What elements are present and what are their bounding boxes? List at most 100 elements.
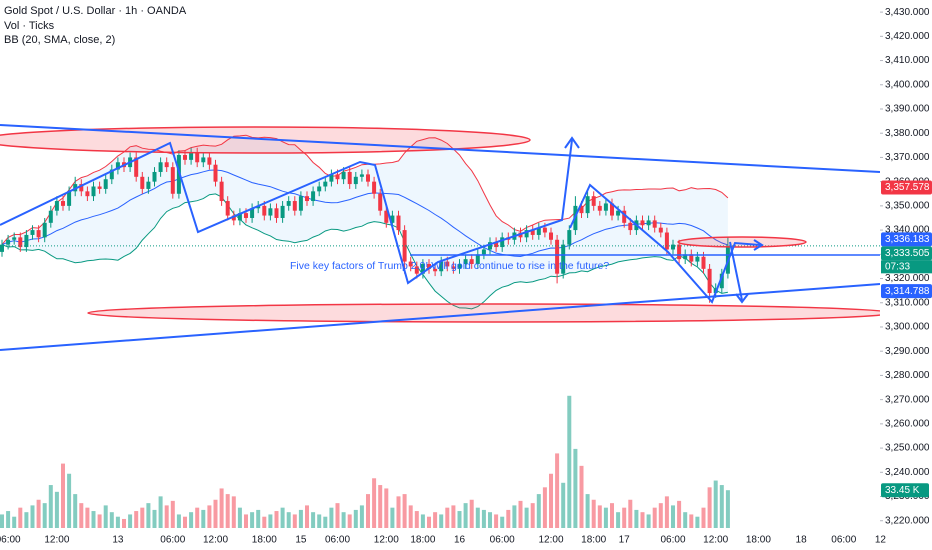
y-tick-label: 3,340.000 [885,225,930,236]
candle-body [12,237,17,240]
zigzag-path [729,241,743,301]
volume-bar [603,507,608,528]
volume-bar [561,482,566,528]
volume-bar [707,487,712,528]
volume-bar [500,516,505,528]
volume-bar [372,478,377,528]
volume-bar [213,499,218,528]
candle-body [658,227,663,233]
volume-bar [713,480,718,528]
candle-body [335,174,340,180]
x-tick-label: 17 [619,535,631,546]
volume-bar [622,507,627,528]
candle-body [664,232,669,250]
volume-bar [512,505,517,528]
candle-body [408,261,413,267]
volume-bar [646,514,651,528]
arrow-head [564,136,580,149]
volume-bar [292,514,297,528]
trend-line [0,124,881,173]
volume-bar [463,503,468,528]
y-tick-label: 3,290.000 [885,346,930,357]
candle-body [170,167,175,194]
y-tick-label: 3,250.000 [885,443,930,454]
candle-body [152,171,157,182]
candle-body [695,256,700,262]
x-tick-label: 15 [295,535,307,546]
volume-bar [134,511,139,528]
volume-bar [725,490,730,528]
volume-bar [677,500,682,528]
candle-body [610,203,614,216]
volume-bar [201,509,206,528]
bollinger-upper [1,134,729,245]
candle-body [140,176,145,189]
y-tick-label: 3,240.000 [885,467,930,478]
volume-bar [445,507,450,528]
candle-body [347,171,352,185]
volume-bar [42,503,47,528]
volume-bar [140,507,145,528]
candle-body [24,234,29,248]
countdown-badge [881,260,932,274]
ellipse-zone [677,236,807,248]
volume-bar [451,505,456,528]
price-badge [881,232,932,247]
volume-bar [542,487,547,528]
candle-body [402,230,407,262]
candle-body [183,155,187,160]
candle-body [286,201,291,206]
candle-body [103,179,108,189]
candle-body [317,186,322,192]
volume-bar [6,511,11,528]
x-tick-label: 13 [112,535,124,546]
candle-body [488,242,492,250]
y-tick-label: 3,280.000 [885,370,930,381]
volume-bar [628,499,633,528]
volume-bar [420,514,425,528]
volume-bar [237,507,242,528]
y-tick-label: 3,260.000 [885,418,930,429]
volume-bar [183,516,187,528]
volume-bar [311,512,316,528]
candle-body [213,164,218,182]
volume-bar [91,511,96,528]
volume-bar [530,503,535,528]
trend-line [0,283,881,351]
volume-bar [536,494,541,528]
volume-bar [122,518,126,528]
x-tick-label: 06:00 [160,535,185,546]
candle-body [189,152,194,160]
y-tick-label: 3,410.000 [885,55,930,66]
x-tick-label: 06:00 [490,535,515,546]
volume-bar [219,488,224,528]
volume-bar [567,395,572,528]
x-tick-label: 12:00 [44,535,69,546]
candle-body [219,181,224,202]
candle-body [561,244,566,274]
volume-bar [164,505,169,528]
candle-body [549,232,553,240]
volume-bar [427,516,431,528]
volume-bar [170,500,175,528]
volume-bar [158,496,163,528]
candle-body [292,201,297,211]
volume-bar [225,494,230,528]
volume-bar [262,516,267,528]
candle-body [457,264,462,269]
candle-body [250,208,255,218]
volume-bar [79,503,84,528]
volume-bar [0,514,4,528]
arrow-head [753,239,764,251]
volume-bar [305,505,309,528]
volume-bar [280,507,285,528]
price-badge [881,180,932,195]
candle-body [378,193,383,211]
candle-body [603,203,608,211]
candle-body [91,186,96,197]
volume-bar [54,491,59,528]
candle-body [719,273,724,289]
candle-body [79,184,84,192]
volume-bar [524,507,529,528]
